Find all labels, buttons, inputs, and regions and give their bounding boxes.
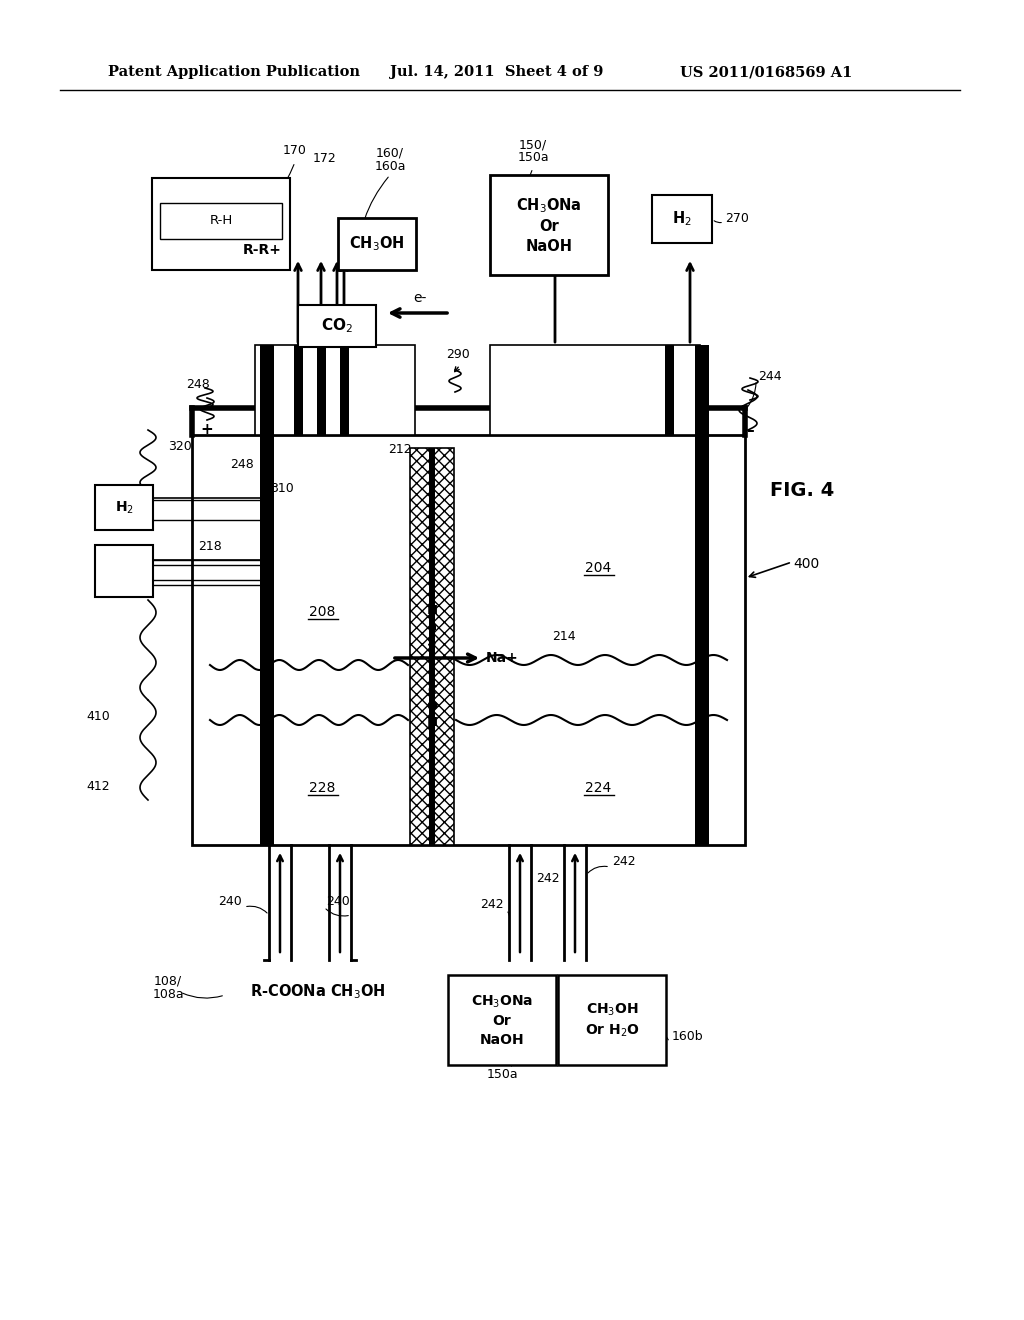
Bar	[317, 345, 326, 436]
Text: 224: 224	[585, 781, 611, 795]
Text: FIG. 4: FIG. 4	[770, 480, 835, 499]
Text: 240: 240	[326, 895, 350, 908]
Text: N
a
S
I
-
C
O
N: N a S I - C O N	[426, 605, 437, 729]
Bar	[294, 352, 303, 433]
Text: H$_2$: H$_2$	[115, 499, 133, 516]
Text: –: –	[746, 422, 754, 437]
Text: US 2011/0168569 A1: US 2011/0168569 A1	[680, 65, 852, 79]
Text: 160/: 160/	[376, 147, 404, 160]
Text: 208: 208	[309, 605, 335, 619]
Bar	[95, 484, 153, 531]
Text: 150a: 150a	[517, 150, 549, 164]
Text: 150/: 150/	[488, 1055, 516, 1068]
Text: 214: 214	[552, 630, 575, 643]
Text: 150a: 150a	[486, 1068, 518, 1081]
Bar	[695, 436, 709, 845]
Text: 240: 240	[218, 895, 242, 908]
Text: CH$_3$OH: CH$_3$OH	[349, 235, 404, 253]
Bar	[298, 305, 376, 347]
Text: CH$_3$OH
Or H$_2$O: CH$_3$OH Or H$_2$O	[585, 1001, 639, 1039]
Text: CO$_2$: CO$_2$	[321, 317, 353, 335]
Bar	[338, 218, 416, 271]
Bar	[490, 345, 700, 436]
Text: 320: 320	[168, 440, 193, 453]
Bar	[429, 447, 435, 845]
Text: 410: 410	[86, 710, 110, 723]
Text: 242: 242	[480, 898, 504, 911]
Bar	[160, 203, 282, 239]
Text: CH$_3$ONa
Or
NaOH: CH$_3$ONa Or NaOH	[516, 195, 582, 255]
Text: 204: 204	[585, 561, 611, 576]
Text: 218: 218	[199, 540, 222, 553]
Text: 412: 412	[86, 780, 110, 793]
Text: 290: 290	[446, 348, 470, 362]
Text: 310: 310	[270, 482, 294, 495]
Text: 248: 248	[230, 458, 254, 471]
Text: Jul. 14, 2011  Sheet 4 of 9: Jul. 14, 2011 Sheet 4 of 9	[390, 65, 603, 79]
Bar	[255, 345, 415, 436]
Bar	[95, 545, 153, 597]
Bar	[695, 345, 709, 436]
Text: 228: 228	[309, 781, 335, 795]
Text: 170: 170	[283, 144, 307, 157]
Bar	[340, 345, 349, 436]
Bar	[695, 355, 709, 425]
Text: 212: 212	[388, 444, 412, 455]
Bar	[260, 436, 274, 845]
Text: 242: 242	[537, 873, 560, 884]
Text: 270: 270	[725, 213, 749, 224]
Bar	[449, 975, 556, 1065]
Text: R-R+: R-R+	[243, 243, 282, 257]
Text: +: +	[201, 422, 213, 437]
Bar	[340, 352, 349, 433]
Text: R-COONa CH$_3$OH: R-COONa CH$_3$OH	[250, 982, 385, 1002]
Text: 172: 172	[313, 152, 337, 165]
Bar	[193, 436, 745, 845]
Text: Patent Application Publication: Patent Application Publication	[108, 65, 360, 79]
Text: 244: 244	[758, 370, 781, 383]
Bar	[317, 352, 326, 433]
Text: 248: 248	[186, 378, 210, 391]
Bar	[665, 345, 674, 436]
Bar	[152, 178, 290, 271]
Text: R-H: R-H	[209, 214, 232, 227]
Bar	[260, 345, 274, 436]
Text: 242: 242	[612, 855, 636, 869]
Text: 160a: 160a	[374, 160, 406, 173]
Bar	[490, 176, 608, 275]
Text: 108a: 108a	[153, 987, 184, 1001]
Bar	[652, 195, 712, 243]
Text: CH$_3$ONa
Or
NaOH: CH$_3$ONa Or NaOH	[471, 994, 534, 1047]
Text: 150/: 150/	[519, 139, 547, 150]
Text: 160b: 160b	[672, 1030, 703, 1043]
Text: e-: e-	[414, 290, 427, 305]
Bar	[294, 345, 303, 436]
Text: 400: 400	[793, 557, 819, 572]
Text: H$_2$: H$_2$	[672, 210, 692, 228]
Bar	[665, 352, 674, 433]
Bar	[260, 355, 274, 436]
Text: 108/: 108/	[154, 975, 182, 987]
Text: Na+: Na+	[486, 651, 519, 665]
Bar	[558, 975, 666, 1065]
Bar	[410, 447, 454, 845]
